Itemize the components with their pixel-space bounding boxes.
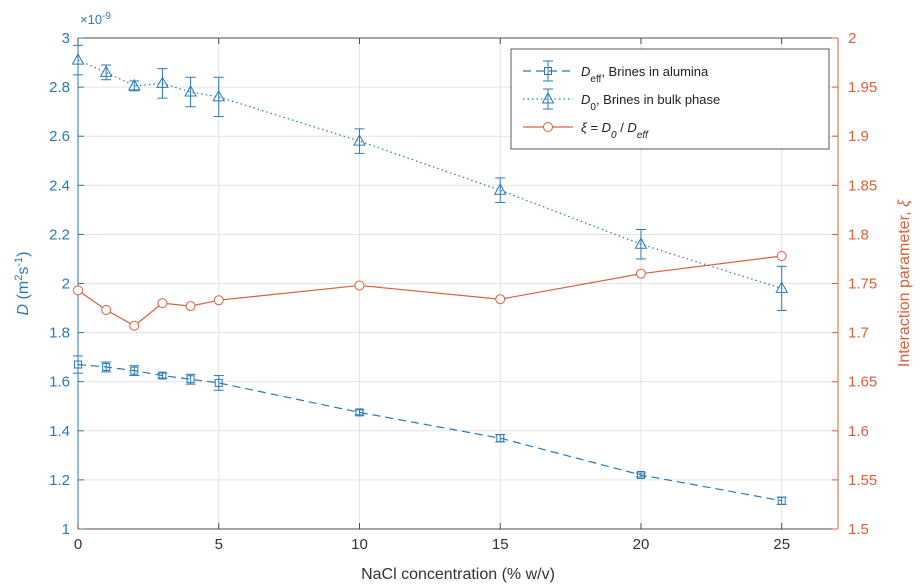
- data-point: [127, 78, 141, 91]
- series-1: [71, 44, 789, 312]
- x-tick-label: 10: [351, 536, 368, 553]
- y-right-tick-label: 1.7: [848, 325, 869, 342]
- data-point: [130, 366, 139, 375]
- data-point: [101, 305, 112, 316]
- axes: 0 5 10 15 20 25 1 1.2 1.4 1.6 1.8 2 2.2 2.4 2.6 2.8 3 1.5…: [13, 11, 913, 584]
- y-left-tick-label: 2: [62, 276, 70, 293]
- data-point: [185, 301, 196, 312]
- x-tick-label: 5: [215, 536, 223, 553]
- y-right-tick-label: 1.9: [848, 128, 869, 145]
- series-0: [73, 355, 787, 505]
- data-point: [71, 53, 85, 65]
- y-right-tick-label: 1.65: [848, 374, 877, 391]
- y-right-tick-label: 2: [848, 30, 856, 47]
- y-left-tick-label: 1.4: [49, 423, 70, 440]
- y-left-tick-label: 3: [62, 30, 70, 47]
- series-line: [77, 363, 782, 502]
- series-line: [77, 255, 782, 327]
- data-point: [129, 320, 140, 331]
- data-point: [493, 183, 507, 195]
- legend-marker: [541, 91, 555, 104]
- data-point: [184, 84, 197, 97]
- legend-label: ξ = D0 / Deff: [581, 120, 649, 141]
- y-left-tick-label: 2.8: [49, 79, 70, 96]
- data-point: [157, 298, 168, 309]
- x-tick-label: 15: [492, 536, 509, 553]
- data-point: [158, 371, 167, 380]
- y-left-tick-label: 2.4: [49, 177, 70, 194]
- data-point: [73, 285, 83, 296]
- y-right-tick-label: 1.8: [848, 226, 869, 243]
- data-point: [634, 237, 648, 249]
- data-point: [213, 295, 224, 306]
- y-left-tick-label: 2.2: [49, 226, 70, 243]
- left-axis-exponent: ×10-9: [80, 11, 111, 28]
- y-left-tick-label: 1.2: [49, 472, 70, 489]
- data-point: [102, 362, 111, 371]
- data-point: [186, 375, 195, 384]
- x-axis-label: NaCl concentration (% w/v): [361, 566, 555, 583]
- x-tick-label: 25: [773, 536, 790, 553]
- data-point: [74, 360, 82, 369]
- legend-label: D0, Brines in bulk phase: [581, 92, 720, 113]
- data-point: [353, 134, 366, 146]
- y-left-tick-label: 1.8: [49, 325, 70, 342]
- data-point: [156, 76, 169, 88]
- legend-marker: [543, 122, 553, 132]
- data-point: [212, 89, 226, 102]
- y-left-tick-label: 1.6: [49, 374, 70, 391]
- data-point: [99, 65, 113, 77]
- x-tick-label: 0: [74, 536, 82, 553]
- y-right-tick-label: 1.95: [848, 79, 877, 96]
- data-point: [776, 251, 787, 262]
- series-2: [73, 251, 787, 331]
- data-point: [496, 434, 505, 443]
- legend-label: Deff, Brines in alumina: [581, 64, 709, 85]
- data-point: [777, 496, 786, 505]
- data-point: [495, 294, 506, 305]
- y-left-tick-label: 2.6: [49, 128, 70, 145]
- y-right-axis-label: Interaction parameter, ξ: [896, 199, 913, 367]
- y-right-tick-label: 1.75: [848, 276, 877, 293]
- data-point: [775, 281, 789, 293]
- data-point: [355, 408, 364, 417]
- data-point: [635, 268, 646, 279]
- y-right-tick-label: 1.5: [848, 521, 869, 538]
- data-point: [636, 470, 645, 479]
- y-left-axis-label: D (m2s-1): [13, 252, 32, 316]
- data-point: [354, 280, 365, 291]
- y-right-tick-label: 1.6: [848, 423, 869, 440]
- series-layer: [71, 44, 789, 505]
- y-right-tick-label: 1.55: [848, 472, 877, 489]
- series-line: [77, 59, 782, 289]
- y-left-tick-label: 1: [62, 521, 70, 538]
- y-right-tick-label: 1.85: [848, 177, 877, 194]
- x-tick-label: 20: [633, 536, 650, 553]
- data-point: [214, 378, 223, 387]
- legend: Deff, Brines in alumina D0, Brines in bul…: [510, 48, 830, 150]
- legend-marker: [544, 67, 552, 75]
